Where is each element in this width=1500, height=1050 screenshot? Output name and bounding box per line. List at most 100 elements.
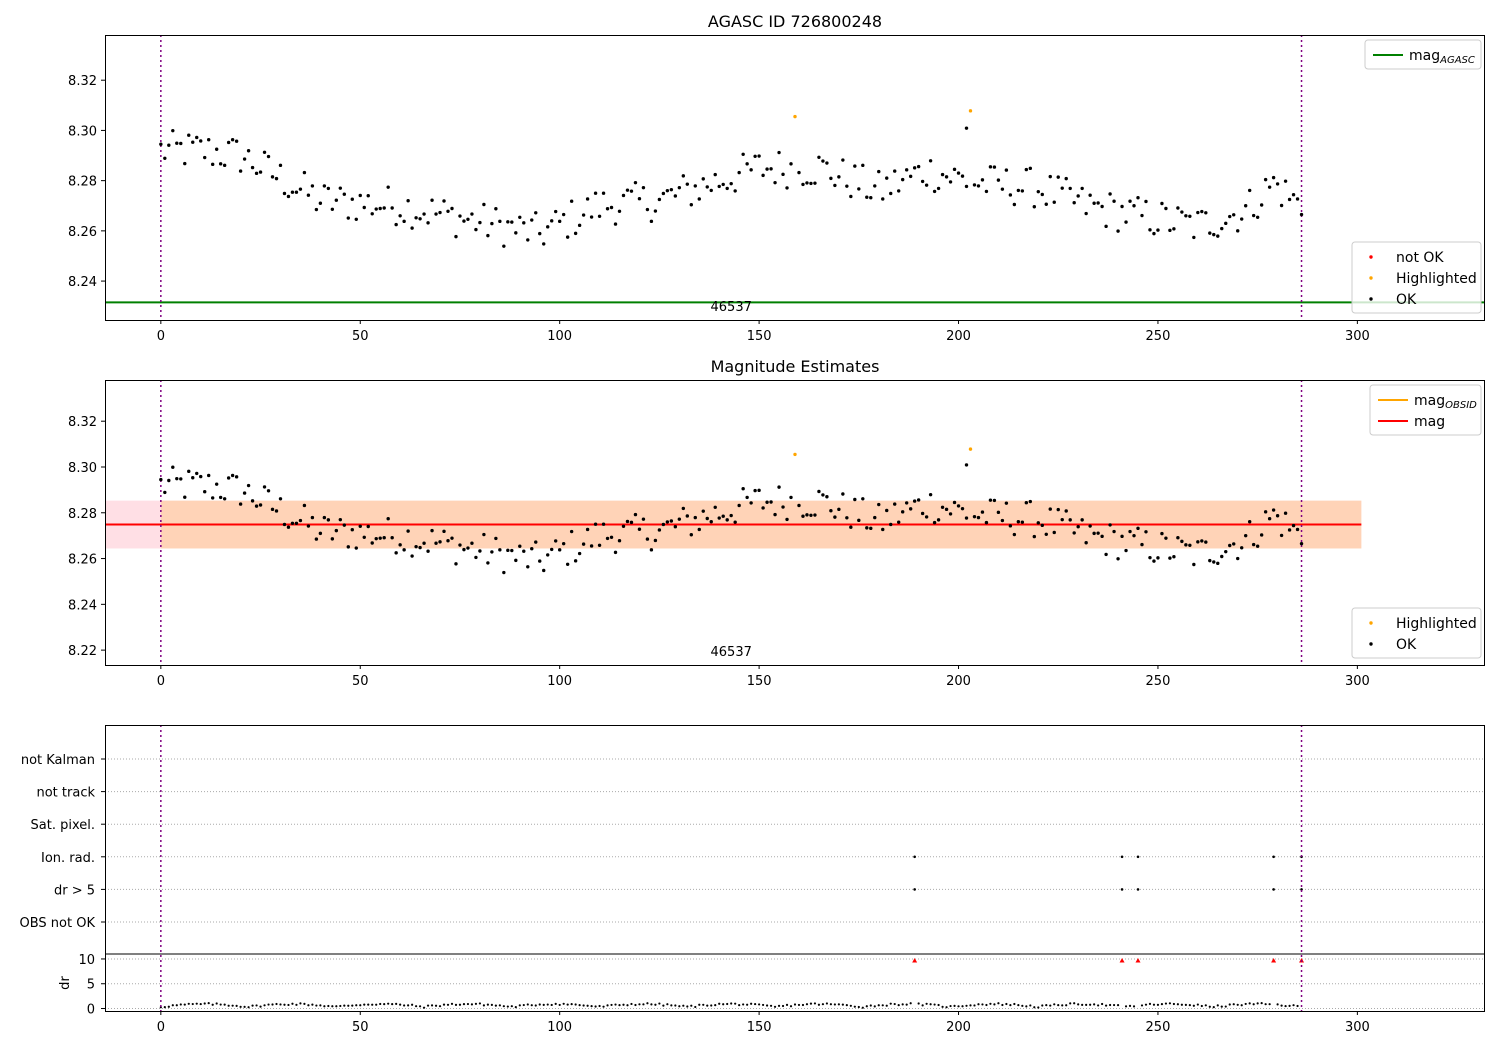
- data-point-ok: [585, 197, 590, 201]
- data-point-ok: [1036, 189, 1040, 194]
- dr-point: [179, 1003, 182, 1006]
- dr-point: [710, 1004, 713, 1007]
- data-point-ok: [195, 135, 199, 140]
- data-point-ok: [833, 183, 837, 188]
- legend-box: [1351, 607, 1482, 659]
- dr-point: [1216, 1004, 1219, 1007]
- data-point-ok: [159, 477, 163, 482]
- plot-frame: [105, 380, 1485, 666]
- data-point-ok: [725, 518, 729, 522]
- data-point-ok: [342, 523, 347, 527]
- data-point-ok: [865, 526, 869, 530]
- data-point-ok: [242, 157, 247, 161]
- data-point-ok: [1164, 536, 1168, 540]
- dr-point: [1065, 1004, 1068, 1007]
- dr-tick-label: 10: [78, 953, 95, 968]
- dr-point: [754, 1002, 757, 1006]
- data-point-ok: [869, 526, 873, 531]
- data-point-ok: [1152, 231, 1156, 236]
- data-point-ok: [1116, 557, 1120, 561]
- data-point-ok: [434, 541, 438, 545]
- data-point-ok: [972, 514, 977, 519]
- flag-mark: [1136, 888, 1140, 891]
- magnitude-estimates-panel: Magnitude Estimates 0 50 100 150 200 250 300 8.…: [68, 357, 1485, 689]
- data-point-ok: [478, 220, 482, 225]
- data-point-ok: [1267, 517, 1272, 521]
- dr-point: [550, 1003, 553, 1007]
- data-point-ok: [733, 520, 737, 524]
- data-point-ok: [1076, 525, 1080, 529]
- data-point-ok: [498, 219, 502, 224]
- data-point-ok: [1052, 200, 1056, 204]
- data-point-ok: [912, 499, 917, 503]
- data-point-ok: [1008, 193, 1013, 197]
- data-point-ok: [1100, 204, 1104, 209]
- data-point-ok: [1184, 543, 1188, 547]
- dr-point: [171, 1004, 174, 1007]
- data-point-ok: [214, 482, 219, 486]
- dr-point: [566, 1003, 569, 1006]
- x-tick-label: 300: [1345, 329, 1370, 344]
- legend-box: [1369, 384, 1482, 436]
- dr-point: [1276, 1003, 1279, 1006]
- data-point-ok: [725, 186, 729, 191]
- data-point-ok: [390, 536, 394, 540]
- dr-point: [235, 1004, 238, 1007]
- dr-point: [283, 1003, 286, 1006]
- data-point-ok: [414, 544, 418, 549]
- dr-point: [574, 1003, 577, 1006]
- data-point-ok: [1012, 202, 1017, 207]
- data-point-ok: [458, 214, 462, 218]
- data-point-ok: [773, 180, 777, 185]
- data-point-ok: [633, 512, 638, 517]
- data-point-ok: [821, 493, 825, 497]
- dr-point: [614, 1003, 617, 1006]
- data-point-ok: [286, 525, 291, 529]
- data-point-ok: [861, 497, 865, 501]
- dr-point: [738, 1003, 741, 1007]
- data-point-ok: [1204, 540, 1208, 544]
- data-point-ok: [1120, 534, 1124, 539]
- dr-point: [1232, 1003, 1235, 1006]
- dr-point: [570, 1003, 573, 1006]
- dr-point: [777, 1004, 781, 1007]
- dr-point: [869, 1004, 872, 1007]
- flag-mark: [1272, 855, 1275, 859]
- data-point-ok: [849, 194, 853, 199]
- dr-point: [825, 1002, 829, 1005]
- data-point-ok: [486, 561, 490, 565]
- data-point-ok: [210, 162, 215, 167]
- plot-frame: [105, 725, 1485, 1012]
- dr-point: [1005, 1002, 1008, 1006]
- x-tick-label: 100: [547, 674, 572, 689]
- data-point-ok: [167, 478, 171, 483]
- data-point-ok: [877, 169, 881, 174]
- data-point-ok: [841, 492, 845, 496]
- data-point-ok: [1132, 204, 1136, 208]
- data-point-ok: [406, 529, 410, 533]
- dr-point: [969, 1004, 972, 1007]
- data-point-ok: [881, 527, 885, 532]
- data-point-ok: [274, 509, 279, 513]
- data-point-ok: [1283, 511, 1288, 515]
- data-point-ok: [1236, 556, 1240, 561]
- data-point-ok: [422, 212, 426, 216]
- dr-point: [275, 1002, 278, 1006]
- data-point-ok: [314, 537, 319, 541]
- dr-point: [379, 1002, 382, 1006]
- dr-point: [985, 1003, 988, 1007]
- dr-point: [271, 1003, 274, 1006]
- data-point-ok: [617, 538, 622, 543]
- dr-point: [1284, 1004, 1287, 1008]
- data-point-ok: [191, 476, 195, 480]
- dr-point: [702, 1003, 705, 1006]
- data-point-ok: [175, 141, 179, 145]
- data-point-ok: [561, 541, 566, 546]
- dr-point: [1132, 1005, 1136, 1008]
- x-tick-label: 250: [1146, 329, 1171, 344]
- x-tick-label: 300: [1345, 674, 1370, 689]
- data-point-ok: [478, 549, 482, 553]
- data-point-ok: [573, 559, 578, 563]
- data-point-ok: [470, 541, 474, 545]
- dr-point: [582, 1004, 585, 1007]
